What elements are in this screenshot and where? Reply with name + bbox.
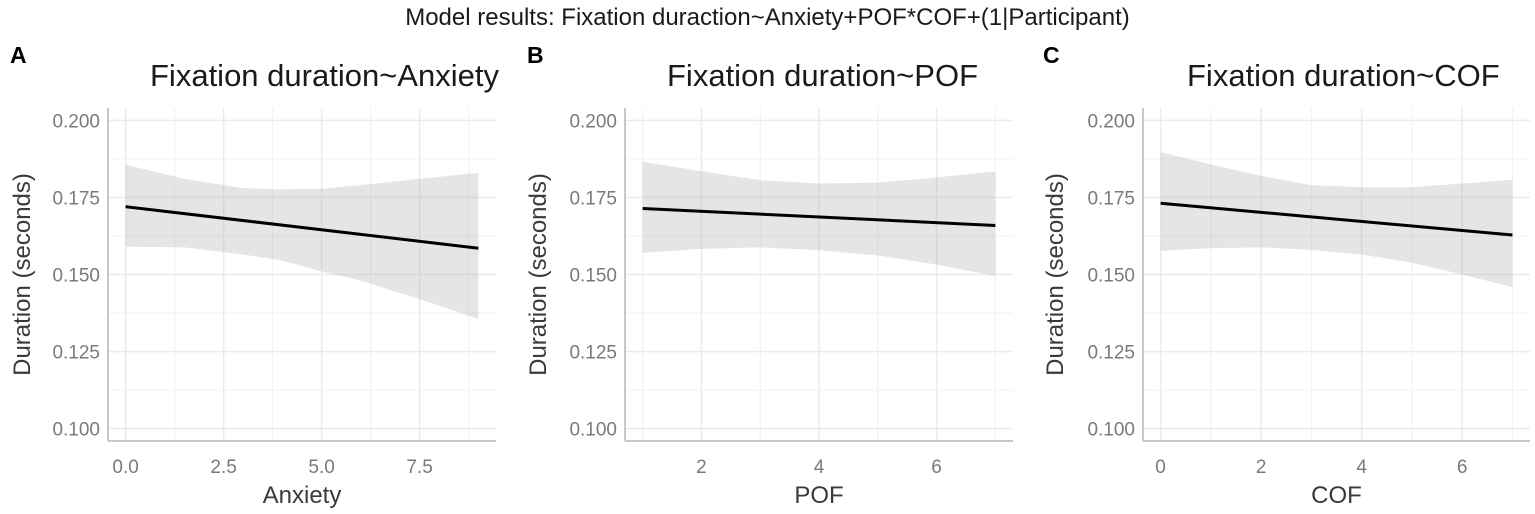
x-tick-label: 6 (931, 457, 942, 478)
x-tick-label: 5.0 (308, 457, 334, 478)
y-tick-label: 0.100 (1087, 420, 1135, 441)
x-tick-label: 7.5 (406, 457, 432, 478)
y-tick-label: 0.200 (569, 111, 617, 132)
y-tick-label: 0.125 (52, 343, 100, 364)
y-tick-label: 0.150 (52, 266, 100, 287)
y-tick-label: 0.150 (569, 266, 617, 287)
y-tick-label: 0.100 (569, 420, 617, 441)
panel-b-title: Fixation duration~POF (667, 58, 979, 93)
x-tick-label: 4 (1356, 457, 1367, 478)
y-tick-label: 0.200 (52, 111, 100, 132)
panel-c-letter: C (1043, 42, 1060, 68)
fit-line (642, 207, 996, 227)
panel-c-title: Fixation duration~COF (1187, 58, 1500, 93)
x-tick-label: 2 (1256, 457, 1267, 478)
fit-line (1160, 201, 1513, 237)
x-tick-label: 0.0 (112, 457, 138, 478)
y-tick-label: 0.200 (1087, 111, 1135, 132)
x-tick-label: 6 (1457, 457, 1468, 478)
x-tick-label: 0 (1155, 457, 1166, 478)
figure-suptitle: Model results: Fixation duraction~Anxiet… (405, 4, 1130, 31)
panel-a-letter: A (10, 42, 27, 68)
x-axis-label: POF (794, 482, 843, 509)
x-tick-label: 2.5 (210, 457, 236, 478)
y-tick-label: 0.175 (569, 188, 617, 209)
panel-b-letter: B (527, 42, 544, 68)
y-tick-label: 0.100 (52, 420, 100, 441)
y-tick-label: 0.175 (52, 188, 100, 209)
y-tick-label: 0.125 (1087, 343, 1135, 364)
y-axis-label: Duration (seconds) (9, 173, 36, 376)
panel-a-title: Fixation duration~Anxiety (150, 58, 499, 93)
y-tick-label: 0.125 (569, 343, 617, 364)
y-axis-label: Duration (seconds) (1042, 173, 1069, 376)
x-tick-label: 2 (696, 457, 707, 478)
y-tick-label: 0.150 (1087, 266, 1135, 287)
confidence-ribbon (125, 164, 479, 319)
confidence-ribbon (642, 161, 996, 277)
y-tick-label: 0.175 (1087, 188, 1135, 209)
fit-line (125, 205, 479, 250)
x-axis-label: Anxiety (263, 482, 342, 509)
x-axis-label: COF (1311, 482, 1362, 509)
y-axis-label: Duration (seconds) (525, 173, 552, 376)
x-tick-label: 4 (814, 457, 825, 478)
